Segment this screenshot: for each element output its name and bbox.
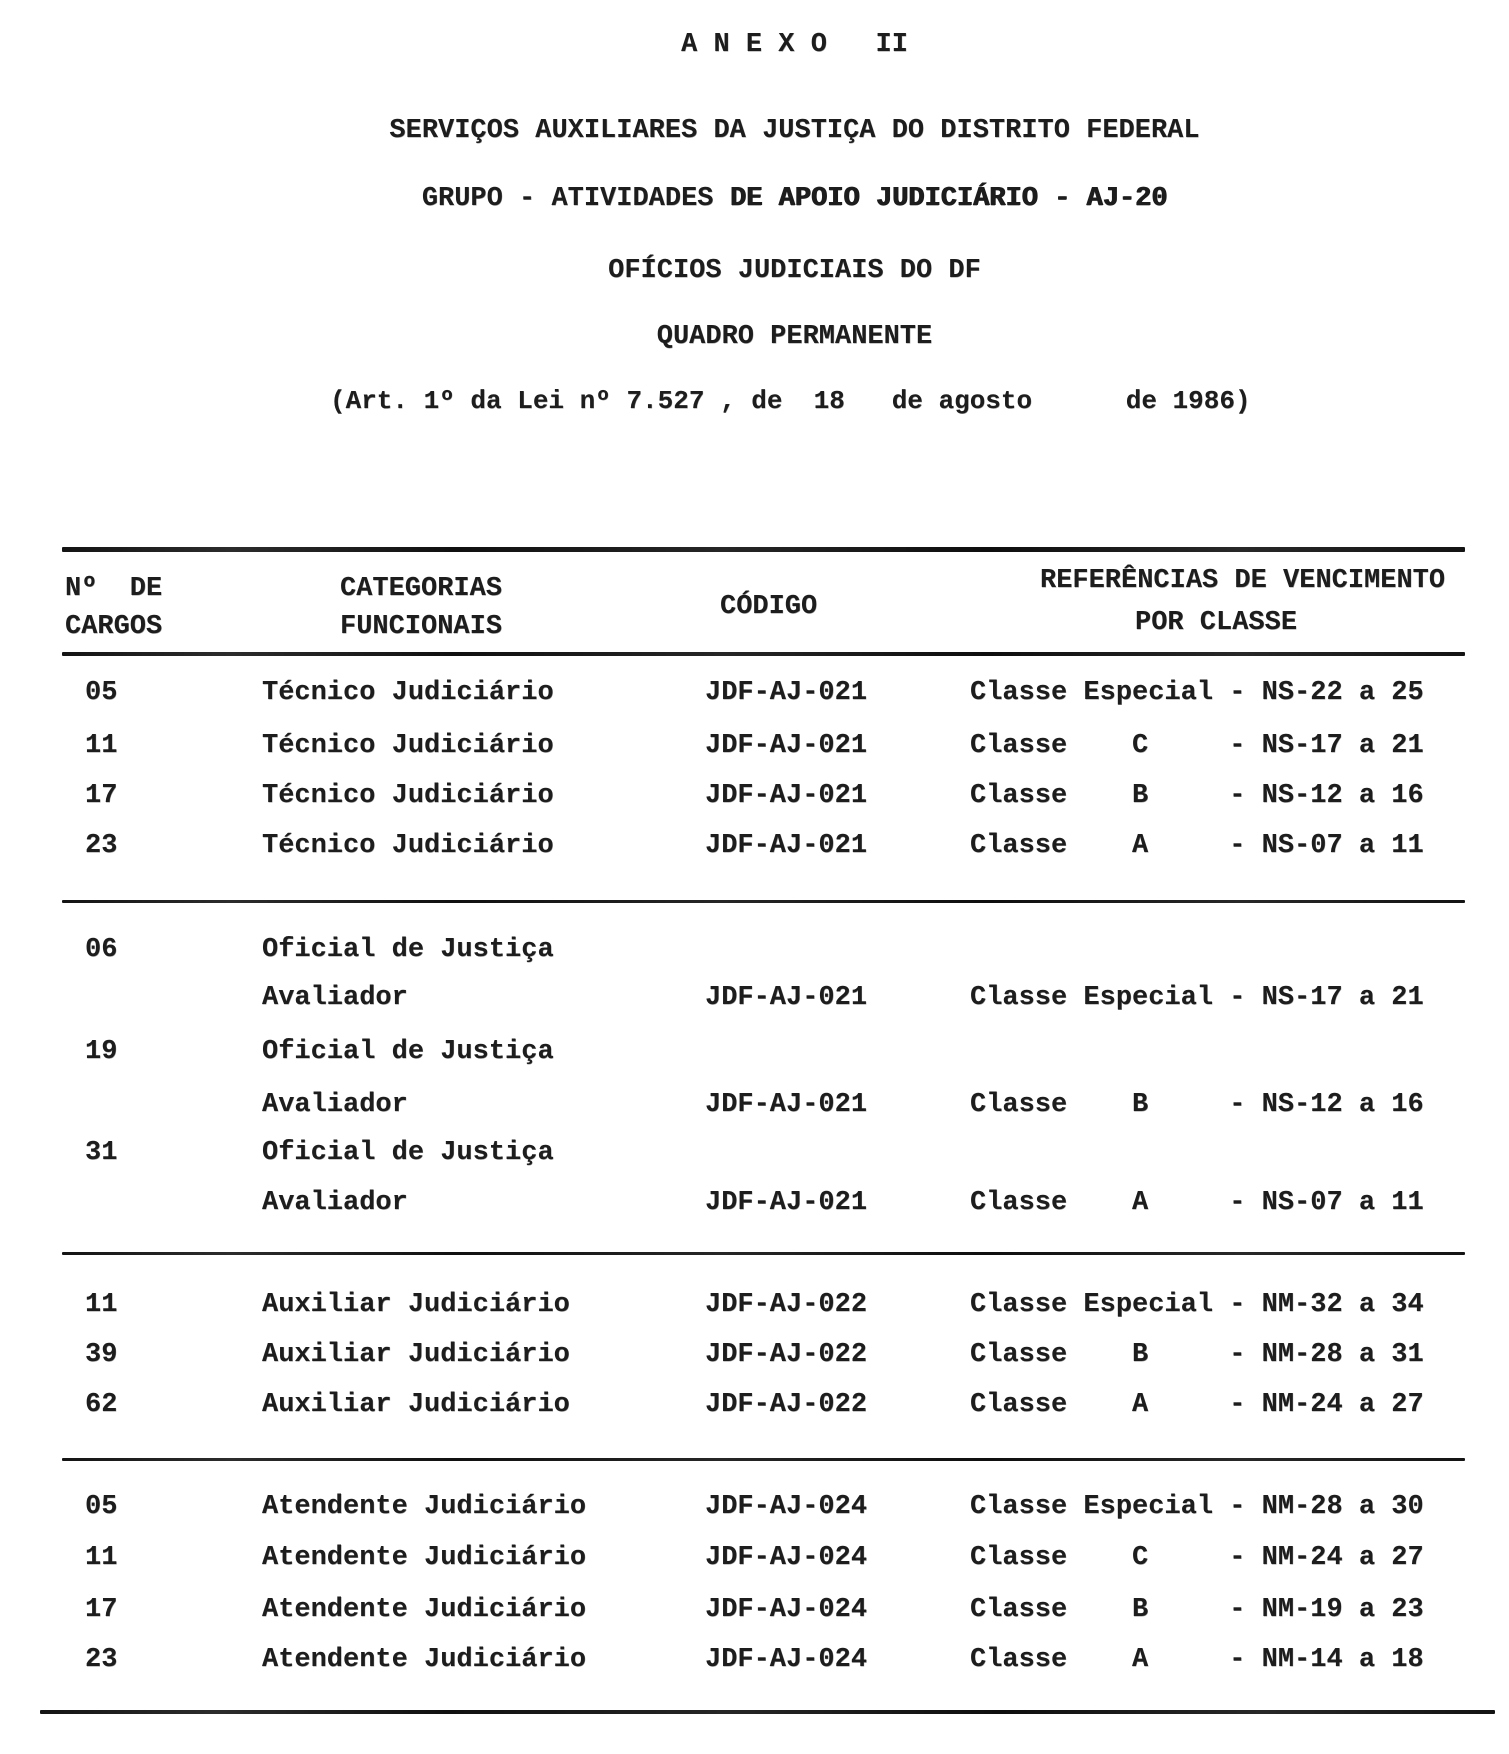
- table-row: 17 Atendente Judiciário JDF-AJ-024 Class…: [0, 1593, 1509, 1633]
- cargos-value: 17: [85, 1595, 118, 1625]
- codigo-value: JDF-AJ-021: [705, 1090, 868, 1120]
- codigo-value: JDF-AJ-024: [705, 1595, 868, 1625]
- categoria-value: Atendente Judiciário: [262, 1645, 587, 1675]
- cargos-value: 19: [85, 1037, 118, 1067]
- header-categorias-line1: CATEGORIAS: [340, 574, 503, 604]
- table-row: 05 Técnico Judiciário JDF-AJ-021 Classe …: [0, 676, 1509, 716]
- table-row: 23 Atendente Judiciário JDF-AJ-024 Class…: [0, 1643, 1509, 1683]
- codigo-value: JDF-AJ-024: [705, 1492, 868, 1522]
- classe-value: Classe B - NS-12 a 16: [970, 1090, 1424, 1120]
- codigo-value: JDF-AJ-021: [705, 831, 868, 861]
- codigo-value: JDF-AJ-024: [705, 1543, 868, 1573]
- categoria-value: Oficial de Justiça: [262, 935, 554, 965]
- codigo-value: JDF-AJ-022: [705, 1390, 868, 1420]
- table-row: 11 Técnico Judiciário JDF-AJ-021 Classe …: [0, 729, 1509, 769]
- heading-anexo: A N E X O II: [681, 30, 908, 60]
- classe-value: Classe A - NS-07 a 11: [970, 831, 1424, 861]
- classe-value: Classe A - NM-14 a 18: [970, 1645, 1424, 1675]
- heading-oficios: OFÍCIOS JUDICIAIS DO DF: [608, 256, 981, 286]
- law-reference-line: (Art. 1º da Lei nº 7.527 , de 18 de agos…: [330, 386, 1251, 416]
- classe-value: Classe Especial - NS-17 a 21: [970, 983, 1424, 1013]
- table-row: 17 Técnico Judiciário JDF-AJ-021 Classe …: [0, 779, 1509, 819]
- table-row: Avaliador JDF-AJ-021 Classe Especial - N…: [0, 981, 1509, 1021]
- table-header-rule: [62, 652, 1465, 656]
- codigo-value: JDF-AJ-022: [705, 1340, 868, 1370]
- table-row: 19 Oficial de Justiça: [0, 1035, 1509, 1075]
- categoria-value: Avaliador: [262, 983, 408, 1013]
- codigo-value: JDF-AJ-022: [705, 1290, 868, 1320]
- categoria-value: Avaliador: [262, 1090, 408, 1120]
- classe-value: Classe B - NM-28 a 31: [970, 1340, 1424, 1370]
- cargos-value: 11: [85, 731, 118, 761]
- categoria-value: Auxiliar Judiciário: [262, 1340, 570, 1370]
- categoria-value: Técnico Judiciário: [262, 731, 554, 761]
- classe-value: Classe A - NS-07 a 11: [970, 1188, 1424, 1218]
- cargos-value: 31: [85, 1138, 118, 1168]
- categoria-value: Técnico Judiciário: [262, 781, 554, 811]
- cargos-value: 05: [85, 1492, 118, 1522]
- table-row: 11 Atendente Judiciário JDF-AJ-024 Class…: [0, 1541, 1509, 1581]
- categoria-value: Atendente Judiciário: [262, 1595, 587, 1625]
- classe-value: Classe Especial - NM-28 a 30: [970, 1492, 1424, 1522]
- heading-grupo-normal: GRUPO - ATIVIDADES: [421, 184, 730, 214]
- cargos-value: 11: [85, 1543, 118, 1573]
- classe-value: Classe B - NM-19 a 23: [970, 1595, 1424, 1625]
- cargos-value: 23: [85, 831, 118, 861]
- group-separator-1: [62, 900, 1465, 903]
- cargos-value: 06: [85, 935, 118, 965]
- classe-value: Classe C - NS-17 a 21: [970, 731, 1424, 761]
- header-categorias-line2: FUNCIONAIS: [340, 612, 503, 642]
- table-row: 05 Atendente Judiciário JDF-AJ-024 Class…: [0, 1490, 1509, 1530]
- header-codigo: CÓDIGO: [720, 592, 818, 622]
- cargos-value: 11: [85, 1290, 118, 1320]
- table-bottom-rule: [40, 1710, 1495, 1714]
- heading-quadro: QUADRO PERMANENTE: [656, 322, 933, 352]
- table-row: 62 Auxiliar Judiciário JDF-AJ-022 Classe…: [0, 1388, 1509, 1428]
- categoria-value: Auxiliar Judiciário: [262, 1290, 570, 1320]
- heading-grupo-bold: DE APOIO JUDICIÁRIO - AJ-20: [729, 184, 1168, 214]
- categoria-value: Auxiliar Judiciário: [262, 1390, 570, 1420]
- table-row: Avaliador JDF-AJ-021 Classe B - NS-12 a …: [0, 1088, 1509, 1128]
- classe-value: Classe C - NM-24 a 27: [970, 1543, 1424, 1573]
- categoria-value: Técnico Judiciário: [262, 831, 554, 861]
- group-separator-3: [62, 1458, 1465, 1461]
- categoria-value: Atendente Judiciário: [262, 1492, 587, 1522]
- categoria-value: Oficial de Justiça: [262, 1037, 554, 1067]
- codigo-value: JDF-AJ-021: [705, 1188, 868, 1218]
- classe-value: Classe A - NM-24 a 27: [970, 1390, 1424, 1420]
- header-referencias-line1: REFERÊNCIAS DE VENCIMENTO: [1040, 566, 1446, 596]
- heading-servicos: SERVIÇOS AUXILIARES DA JUSTIÇA DO DISTRI…: [389, 116, 1200, 146]
- header-cargos-line1: Nº DE: [65, 574, 163, 604]
- table-row: 23 Técnico Judiciário JDF-AJ-021 Classe …: [0, 829, 1509, 869]
- table-row: Avaliador JDF-AJ-021 Classe A - NS-07 a …: [0, 1186, 1509, 1226]
- group-separator-2: [62, 1252, 1465, 1255]
- categoria-value: Oficial de Justiça: [262, 1138, 554, 1168]
- table-top-rule: [62, 547, 1465, 552]
- cargos-value: 39: [85, 1340, 118, 1370]
- cargos-value: 17: [85, 781, 118, 811]
- classe-value: Classe B - NS-12 a 16: [970, 781, 1424, 811]
- table-row: 11 Auxiliar Judiciário JDF-AJ-022 Classe…: [0, 1288, 1509, 1328]
- classe-value: Classe Especial - NS-22 a 25: [970, 678, 1424, 708]
- codigo-value: JDF-AJ-024: [705, 1645, 868, 1675]
- table-row: 39 Auxiliar Judiciário JDF-AJ-022 Classe…: [0, 1338, 1509, 1378]
- codigo-value: JDF-AJ-021: [705, 678, 868, 708]
- codigo-value: JDF-AJ-021: [705, 731, 868, 761]
- table-row: 06 Oficial de Justiça: [0, 933, 1509, 973]
- header-cargos-line2: CARGOS: [65, 612, 163, 642]
- categoria-value: Avaliador: [262, 1188, 408, 1218]
- table-row: 31 Oficial de Justiça: [0, 1136, 1509, 1176]
- cargos-value: 23: [85, 1645, 118, 1675]
- categoria-value: Técnico Judiciário: [262, 678, 554, 708]
- classe-value: Classe Especial - NM-32 a 34: [970, 1290, 1424, 1320]
- cargos-value: 62: [85, 1390, 118, 1420]
- categoria-value: Atendente Judiciário: [262, 1543, 587, 1573]
- codigo-value: JDF-AJ-021: [705, 781, 868, 811]
- header-referencias-line2: POR CLASSE: [1135, 608, 1298, 638]
- heading-grupo: GRUPO - ATIVIDADES DE APOIO JUDICIÁRIO -…: [80, 182, 1509, 216]
- codigo-value: JDF-AJ-021: [705, 983, 868, 1013]
- cargos-value: 05: [85, 678, 118, 708]
